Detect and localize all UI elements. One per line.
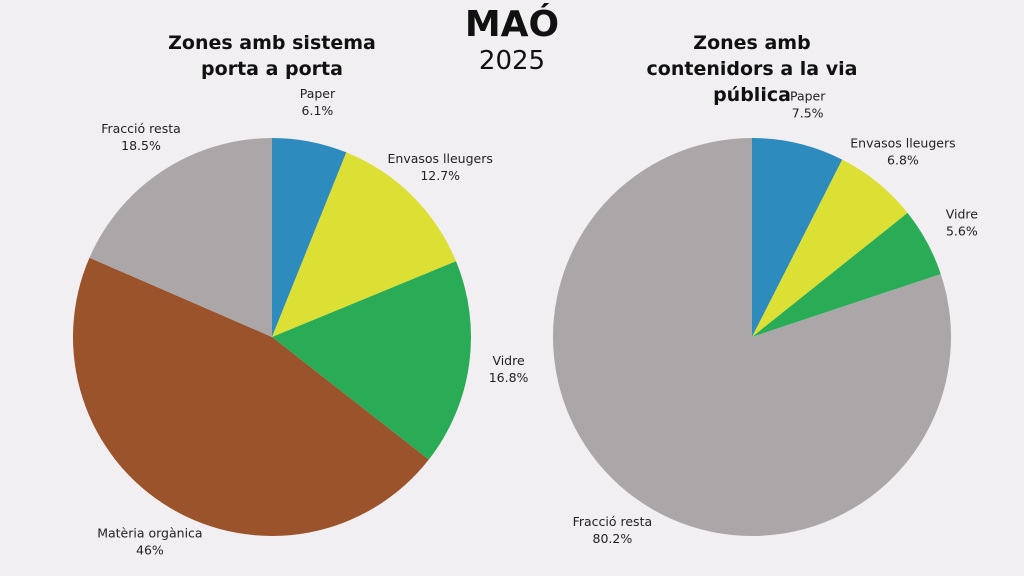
- slice-label: Vidre: [946, 207, 979, 222]
- pie-slice: [89, 138, 272, 337]
- pie-slice: [752, 159, 908, 337]
- pie-slice: [272, 261, 472, 460]
- value-label: 12.7%: [420, 168, 460, 183]
- slice-label: Envasos lleugers: [850, 135, 955, 150]
- slice-label: Paper: [300, 86, 336, 101]
- value-label: 6.1%: [302, 103, 334, 118]
- pie-slice: [73, 257, 429, 536]
- pie-slice: [272, 138, 347, 337]
- slice-label: Vidre: [492, 353, 525, 368]
- chart-title: Zones amb sistema porta a porta: [168, 32, 376, 80]
- value-label: 16.8%: [489, 370, 529, 385]
- value-label: 80.2%: [593, 531, 633, 546]
- value-label: 7.5%: [792, 105, 824, 120]
- pie-slice: [752, 138, 843, 337]
- pie-slice: [272, 152, 457, 337]
- page-title: MAÓ: [464, 4, 560, 45]
- value-label: 46%: [136, 543, 164, 558]
- slice-label: Fracció resta: [101, 121, 181, 136]
- slice-label: Paper: [790, 88, 826, 103]
- value-label: 18.5%: [121, 138, 161, 153]
- slice-label: Matèria orgànica: [97, 526, 202, 541]
- page-subtitle: 2025: [478, 46, 546, 76]
- value-label: 6.8%: [887, 152, 919, 167]
- pie-slice: [553, 138, 951, 536]
- slice-label: Fracció resta: [573, 514, 653, 529]
- pie-slice: [752, 212, 941, 337]
- slice-label: Envasos lleugers: [388, 151, 493, 166]
- chart-title: Zones amb contenidors a la via pública: [646, 32, 858, 106]
- value-label: 5.6%: [946, 224, 978, 239]
